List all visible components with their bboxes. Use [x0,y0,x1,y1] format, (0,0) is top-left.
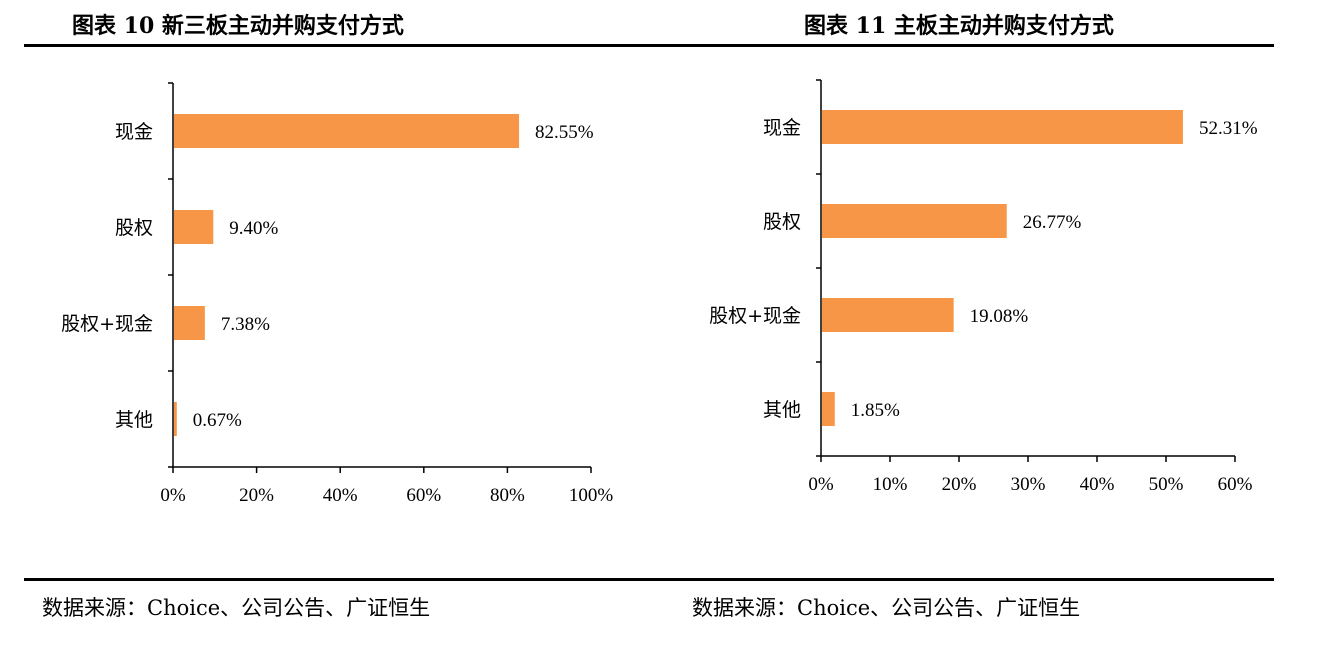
chart11-category-label: 股权+现金 [709,305,801,327]
chart10-x-tick-label: 60% [406,485,441,506]
chart10-value-label: 82.55% [535,122,594,143]
chart10-value-label: 0.67% [193,410,242,431]
figure-11-source: 数据来源：Choice、公司公告、广证恒生 [692,596,1081,620]
chart10-bar [174,210,214,244]
chart10-bar [174,114,520,148]
chart11-value-label: 52.31% [1199,118,1258,139]
chart10-x-tick-label: 20% [239,485,274,506]
chart10-value-label: 7.38% [221,314,270,335]
chart10-category-label: 现金 [115,121,153,143]
chart11-x-tick-label: 10% [873,474,908,495]
chart11-category-label: 其他 [763,399,801,421]
chart10-x-tick-label: 40% [323,485,358,506]
chart11-bar [822,392,835,426]
chart11-x-tick-label: 0% [808,474,834,495]
chart10-x-tick-label: 80% [490,485,525,506]
chart10-bar [174,402,177,436]
chart10-category-label: 股权+现金 [61,313,153,335]
chart10-x-tick-label: 0% [160,485,186,506]
chart11-x-tick-label: 60% [1218,474,1253,495]
chart11-value-label: 26.77% [1023,212,1082,233]
chart10-bar [174,306,205,340]
top-rule [24,44,1274,47]
chart10-x-tick-label: 100% [569,485,614,506]
chart11-x-tick-label: 40% [1080,474,1115,495]
chart11-category-label: 现金 [763,117,801,139]
figure-10-title: 图表 10 新三板主动并购支付方式 [72,13,404,39]
bottom-rule [24,578,1274,581]
chart11-x-tick-label: 50% [1149,474,1184,495]
chart11-x-tick-label: 30% [1011,474,1046,495]
figure-11-title: 图表 11 主板主动并购支付方式 [804,13,1114,39]
chart11-category-label: 股权 [763,211,801,233]
chart11-bar [822,110,1183,144]
chart11-value-label: 19.08% [970,306,1029,327]
chart11-bar [822,204,1007,238]
chart10-category-label: 股权 [115,217,153,239]
chart11-value-label: 1.85% [851,400,900,421]
chart11-x-tick-label: 20% [942,474,977,495]
figure-10-source: 数据来源：Choice、公司公告、广证恒生 [42,596,431,620]
chart11-bar [822,298,954,332]
chart10-category-label: 其他 [115,409,153,431]
chart10-value-label: 9.40% [229,218,278,239]
